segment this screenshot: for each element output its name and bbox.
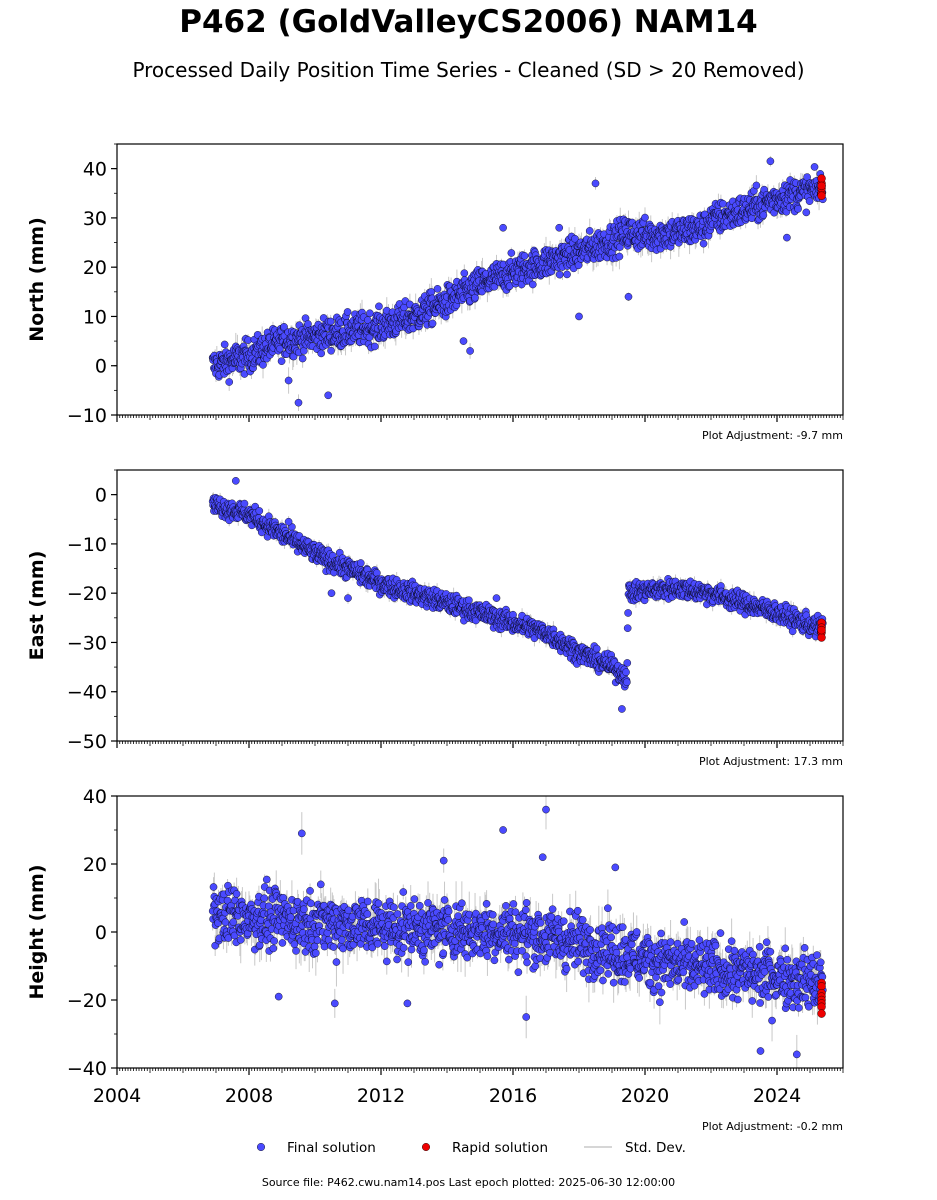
final-point [529,280,537,289]
final-point [373,569,381,577]
y-tick-label: 0 [95,356,107,378]
final-points-north [208,157,827,407]
final-point [802,208,811,217]
final-point [220,340,229,349]
final-point [428,319,437,328]
final-point [371,342,379,351]
final-point [240,499,249,508]
final-point [327,589,336,597]
final-point [459,337,468,345]
y-tick-label: 0 [95,485,107,507]
y-tick-label: 10 [83,306,107,328]
final-point [520,252,529,260]
final-point [571,234,579,243]
y-tick-label: 20 [83,257,107,279]
final-point [284,517,293,526]
y-tick-label: −50 [67,731,107,753]
final-point [592,644,601,653]
panel-north: −10 0 10 20 30 40 North (mm) Plot Adjustment: -… [26,143,844,442]
y-tick-label: −10 [67,534,107,556]
y-axis-north: −10 0 10 20 30 40 [67,143,117,427]
chart-title: P462 (GoldValleyCS2006) NAM14 [179,4,758,40]
final-point [277,357,286,365]
final-point [574,261,583,270]
final-point [255,507,264,515]
y-tick-label: 30 [83,208,107,230]
final-point [276,344,284,353]
rapid-point [817,174,826,183]
final-point [794,205,802,213]
final-point [284,376,293,385]
final-point [344,594,352,602]
final-point [280,323,288,331]
final-point [783,233,791,242]
final-point [752,181,761,190]
final-point [623,624,632,632]
final-point [433,285,442,293]
final-point [492,594,501,602]
final-point [324,391,333,400]
final-point [623,659,632,667]
final-point [294,398,303,407]
final-point [465,596,473,604]
rapid-point [817,633,826,642]
final-points-east [208,477,827,713]
final-point [803,173,811,181]
chart-subtitle: Processed Daily Position Time Series - C… [132,58,805,82]
final-point [466,347,474,355]
final-point [298,354,307,363]
final-point [507,249,516,257]
final-point [356,559,365,567]
rapid-point [817,191,826,200]
final-point [231,477,240,485]
final-point [499,223,507,232]
rapid-points-north [817,174,826,200]
final-point [460,269,469,277]
final-point [624,609,632,617]
final-point [624,292,633,301]
final-point [259,361,267,369]
final-point [699,239,708,248]
final-point [563,270,571,279]
final-point [555,223,564,232]
rapid-point [817,181,826,191]
x-axis-east [116,741,844,748]
y-tick-label: −30 [67,632,107,654]
rapid-points-east [817,618,826,642]
final-point [719,199,727,208]
rapid-point [817,625,826,635]
final-point [317,349,325,358]
stddev-bars-east [212,477,823,687]
final-point [623,678,631,686]
final-point [615,252,624,261]
final-point [225,378,233,386]
final-point [375,302,383,311]
final-point [591,179,600,188]
final-point [343,308,352,316]
final-point [805,197,814,205]
y-tick-label: −20 [67,583,107,605]
y-axis-label: North (mm) [26,217,48,342]
final-point [585,227,594,235]
y-tick-label: −40 [67,682,107,704]
y-tick-label: −10 [67,405,107,427]
final-point [622,668,630,677]
final-point [759,211,768,219]
final-point [766,157,775,166]
final-point [326,317,335,326]
final-point [366,309,374,318]
final-point [327,346,335,355]
x-axis-north [116,415,844,422]
y-axis-east: −50 −40 −30 −20 −10 0 [67,469,117,753]
final-point [810,163,819,171]
plot-adjustment: Plot Adjustment: -9.7 mm [702,429,843,442]
final-point [641,213,649,222]
final-point [618,705,626,713]
final-point [555,270,564,279]
y-tick-label: 40 [83,159,107,181]
final-point [575,312,583,321]
